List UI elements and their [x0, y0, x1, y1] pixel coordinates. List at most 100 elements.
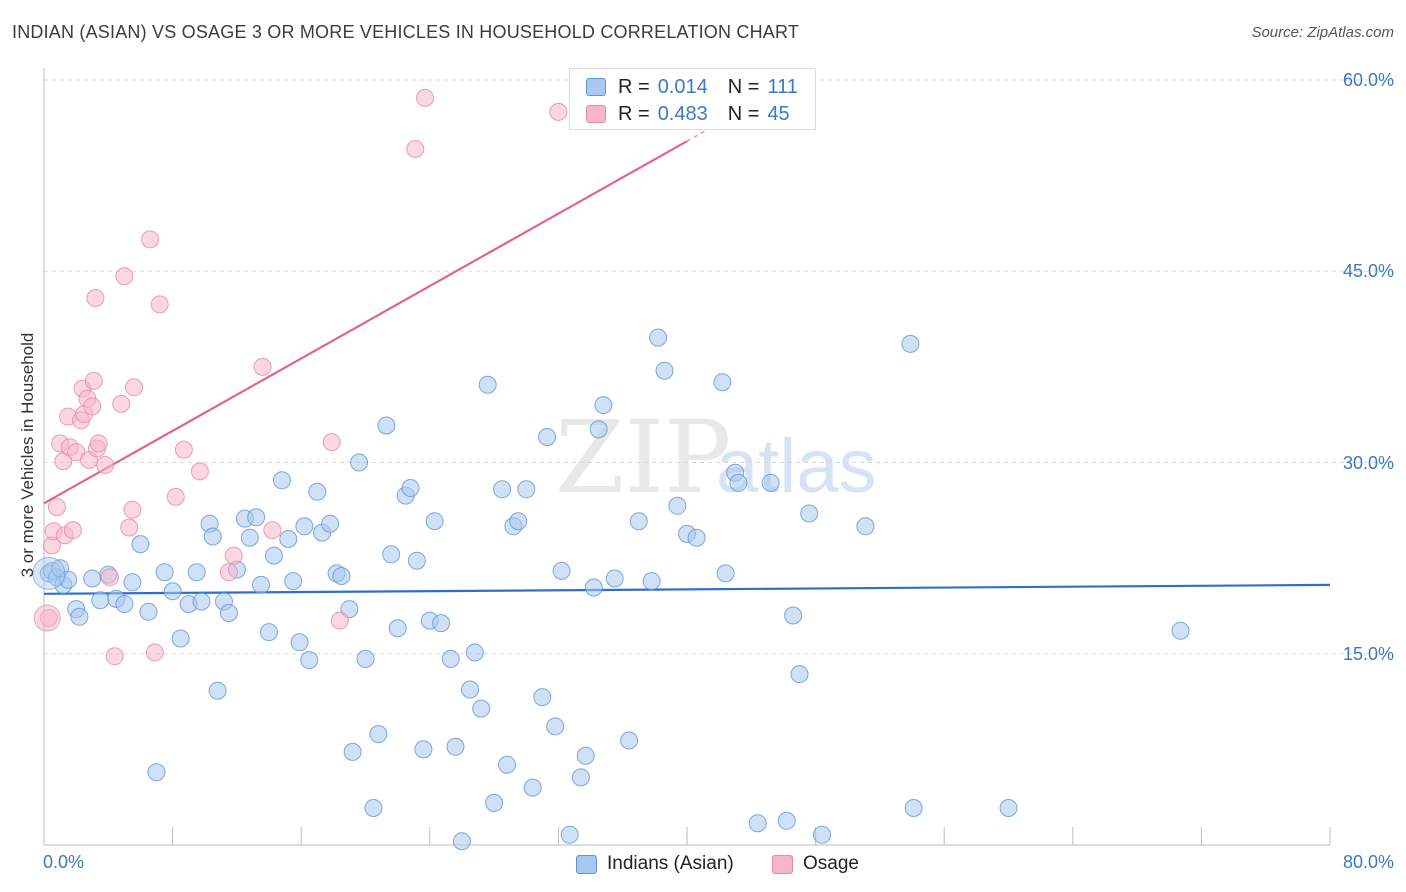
- indians-point: [432, 614, 451, 633]
- indians-point: [620, 731, 639, 750]
- indians-point: [70, 607, 89, 626]
- indians-point: [523, 778, 542, 797]
- indians-point: [452, 832, 471, 851]
- indians-point: [139, 602, 158, 621]
- legend-item-osage: Osage: [772, 853, 859, 875]
- osage-point: [406, 139, 425, 158]
- indians-point: [192, 592, 211, 611]
- indians-point: [813, 825, 831, 844]
- indians-point: [240, 528, 259, 547]
- gridlines: [44, 79, 1392, 655]
- indians-point: [115, 595, 134, 613]
- indians-point: [517, 480, 536, 499]
- legend-swatch-indians: [576, 854, 597, 874]
- indians-point: [509, 512, 528, 531]
- osage-point: [166, 487, 185, 506]
- indians-point: [605, 569, 624, 588]
- y-tick-label: 15.0%: [1342, 643, 1394, 664]
- watermark-atlas: atlas: [716, 424, 877, 509]
- osage-point: [89, 434, 108, 453]
- indians-point: [340, 600, 359, 619]
- indians-point: [687, 528, 706, 547]
- indians-point: [649, 328, 668, 347]
- osage-point: [84, 371, 103, 390]
- indians-point: [332, 567, 351, 585]
- indians-point: [382, 545, 401, 564]
- indians-point: [155, 563, 174, 582]
- indians-point: [343, 742, 362, 761]
- source-credit: Source: ZipAtlas.com: [1251, 24, 1394, 41]
- indians-point: [260, 623, 278, 642]
- indians-point: [279, 530, 298, 548]
- indians-point: [290, 633, 309, 652]
- legend-n-value: 45: [767, 102, 790, 125]
- indians-point: [203, 527, 222, 546]
- indians-point: [446, 737, 465, 756]
- osage-point: [96, 456, 115, 474]
- osage-point: [145, 643, 164, 662]
- indians-point: [1171, 621, 1190, 640]
- indians-point: [123, 573, 142, 592]
- osage-point: [115, 267, 134, 286]
- y-axis-label: 3 or more Vehicles in Household: [18, 332, 37, 578]
- indians-point: [901, 334, 920, 353]
- osage-point: [86, 289, 105, 307]
- osage-point: [416, 88, 434, 107]
- osage-point: [219, 563, 238, 582]
- indians-point: [465, 643, 484, 662]
- indians-point: [401, 479, 420, 497]
- indians-point: [300, 651, 319, 670]
- indians-point: [589, 420, 608, 439]
- indians-point: [538, 428, 557, 446]
- indians-point: [321, 514, 340, 533]
- indians-point: [584, 578, 603, 597]
- indians-point: [655, 361, 674, 380]
- osage-point: [123, 500, 142, 519]
- osage-point: [224, 546, 243, 565]
- indians-point: [493, 480, 512, 499]
- osage-point: [63, 521, 82, 540]
- indians-point: [642, 572, 661, 591]
- indians-point: [147, 763, 166, 782]
- indians-point: [478, 375, 497, 394]
- y-tick-label: 30.0%: [1342, 452, 1394, 473]
- indians-point: [59, 570, 78, 589]
- osage-point: [549, 102, 568, 121]
- osage-cluster-point: [33, 604, 61, 632]
- indians-point: [472, 699, 491, 718]
- osage-point: [174, 440, 193, 459]
- indians-point: [264, 546, 283, 565]
- indians-point: [377, 416, 396, 435]
- indians-point: [364, 799, 383, 817]
- data-points: [32, 88, 1190, 851]
- indians-point: [252, 575, 270, 594]
- indians-point: [576, 746, 595, 765]
- indians-point: [594, 396, 613, 415]
- indians-point: [716, 564, 735, 583]
- legend-n-value: 111: [767, 75, 798, 98]
- legend-label-osage: Osage: [803, 853, 859, 874]
- series-indians: [39, 328, 1190, 851]
- indians-point: [713, 373, 732, 392]
- indians-point: [441, 649, 460, 668]
- trend-line-osage-extension: [686, 122, 720, 142]
- osage-point: [253, 357, 272, 376]
- legend-r-value: 0.014: [657, 75, 708, 98]
- legend-n-label: N =: [727, 102, 760, 125]
- indians-point: [533, 688, 552, 707]
- osage-point: [120, 518, 139, 537]
- osage-point: [263, 521, 282, 540]
- legend-swatch-osage: [586, 105, 606, 123]
- indians-point: [904, 799, 923, 817]
- series-legend: Indians (Asian) Osage: [0, 853, 1406, 877]
- indians-point: [407, 551, 426, 570]
- y-tick-label: 60.0%: [1342, 70, 1394, 90]
- chart-title: INDIAN (ASIAN) VS OSAGE 3 OR MORE VEHICL…: [12, 22, 800, 42]
- indians-point: [91, 591, 110, 610]
- indians-point: [748, 814, 767, 833]
- osage-point: [322, 433, 341, 452]
- series-osage: [39, 88, 589, 666]
- indians-point: [668, 496, 687, 515]
- legend-row-osage: R = 0.483 N = 45: [586, 102, 790, 126]
- legend-r-label: R =: [618, 102, 650, 125]
